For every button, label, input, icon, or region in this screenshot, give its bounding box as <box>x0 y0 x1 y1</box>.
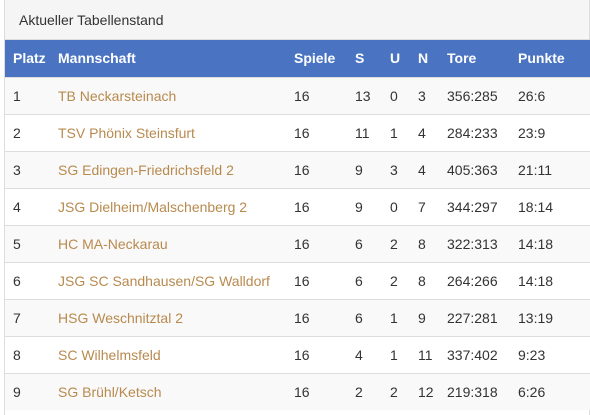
cell-s: 11 <box>355 124 370 141</box>
cell-u: 2 <box>390 272 398 289</box>
header-u: U <box>390 50 401 67</box>
cell-n: 3 <box>418 87 426 104</box>
cell-spiele: 16 <box>294 235 310 252</box>
cell-s: 6 <box>355 272 363 289</box>
cell-u: 0 <box>390 87 398 104</box>
cell-spiele: 16 <box>294 124 310 141</box>
cell-tore: 322:313 <box>447 235 498 252</box>
cell-n: 8 <box>418 235 426 252</box>
cell-s: 2 <box>355 383 363 400</box>
standings-table: Platz Mannschaft Spiele S U N Tore Punkt… <box>5 40 590 410</box>
header-mannschaft: Mannschaft <box>58 50 136 67</box>
table-row: 3 SG Edingen-Friedrichsfeld 2 16 9 3 4 4… <box>5 151 590 188</box>
cell-punkte: 21:11 <box>518 161 552 178</box>
cell-platz: 1 <box>13 87 21 104</box>
table-row: 9 SG Brühl/Ketsch 16 2 2 12 219:318 6:26 <box>5 373 590 410</box>
table-row: 4 JSG Dielheim/Malschenberg 2 16 9 0 7 3… <box>5 188 590 225</box>
cell-punkte: 18:14 <box>518 198 554 215</box>
cell-platz: 8 <box>13 346 21 363</box>
cell-s: 9 <box>355 198 363 215</box>
table-row: 7 HSG Weschnitztal 2 16 6 1 9 227:281 13… <box>5 299 590 336</box>
cell-tore: 219:318 <box>447 383 498 400</box>
header-platz: Platz <box>13 50 46 67</box>
cell-tore: 344:297 <box>447 198 498 215</box>
cell-punkte: 9:23 <box>518 346 546 363</box>
header-s: S <box>355 50 365 67</box>
cell-tore: 405:363 <box>447 161 498 178</box>
table-row: 2 TSV Phönix Steinsfurt 16 11 1 4 284:23… <box>5 114 590 151</box>
header-n: N <box>418 50 429 67</box>
team-link[interactable]: SG Edingen-Friedrichsfeld 2 <box>58 161 234 178</box>
cell-n: 4 <box>418 161 426 178</box>
cell-u: 2 <box>390 383 398 400</box>
cell-n: 12 <box>418 383 434 400</box>
cell-platz: 6 <box>13 272 21 289</box>
cell-punkte: 14:18 <box>518 235 554 252</box>
cell-spiele: 16 <box>294 272 310 289</box>
cell-tore: 356:285 <box>447 87 498 104</box>
cell-n: 7 <box>418 198 426 215</box>
cell-punkte: 13:19 <box>518 309 554 326</box>
cell-platz: 2 <box>13 124 21 141</box>
table-header-row: Platz Mannschaft Spiele S U N Tore Punkt… <box>5 40 590 77</box>
cell-s: 6 <box>355 235 363 252</box>
cell-tore: 264:266 <box>447 272 498 289</box>
cell-spiele: 16 <box>294 87 310 104</box>
table-row: 1 TB Neckarsteinach 16 13 0 3 356:285 26… <box>5 77 590 114</box>
cell-punkte: 26:6 <box>518 87 546 104</box>
cell-s: 9 <box>355 161 363 178</box>
cell-s: 6 <box>355 309 363 326</box>
team-link[interactable]: JSG Dielheim/Malschenberg 2 <box>58 198 248 215</box>
cell-s: 13 <box>355 87 371 104</box>
team-link[interactable]: SG Brühl/Ketsch <box>58 383 162 400</box>
panel-title: Aktueller Tabellenstand <box>5 0 589 40</box>
table-row: 8 SC Wilhelmsfeld 16 4 1 11 337:402 9:23 <box>5 336 590 373</box>
cell-spiele: 16 <box>294 309 310 326</box>
standings-panel: Aktueller Tabellenstand Platz Mannschaft… <box>4 0 590 415</box>
cell-u: 1 <box>390 124 398 141</box>
cell-platz: 7 <box>13 309 21 326</box>
cell-punkte: 6:26 <box>518 383 546 400</box>
team-link[interactable]: HSG Weschnitztal 2 <box>58 309 184 326</box>
cell-u: 2 <box>390 235 398 252</box>
header-spiele: Spiele <box>294 50 336 67</box>
team-link[interactable]: TSV Phönix Steinsfurt <box>58 124 195 141</box>
cell-n: 4 <box>418 124 426 141</box>
cell-tore: 227:281 <box>447 309 498 326</box>
cell-n: 9 <box>418 309 426 326</box>
cell-s: 4 <box>355 346 363 363</box>
table-row: 6 JSG SC Sandhausen/SG Walldorf 16 6 2 8… <box>5 262 590 299</box>
cell-spiele: 16 <box>294 346 310 363</box>
cell-platz: 4 <box>13 198 21 215</box>
team-link[interactable]: JSG SC Sandhausen/SG Walldorf <box>58 272 270 289</box>
cell-platz: 3 <box>13 161 21 178</box>
cell-spiele: 16 <box>294 161 310 178</box>
cell-tore: 337:402 <box>447 346 498 363</box>
cell-platz: 9 <box>13 383 21 400</box>
cell-n: 11 <box>418 346 433 363</box>
cell-n: 8 <box>418 272 426 289</box>
team-link[interactable]: HC MA-Neckarau <box>58 235 168 252</box>
cell-spiele: 16 <box>294 198 310 215</box>
cell-u: 0 <box>390 198 398 215</box>
cell-u: 1 <box>390 346 398 363</box>
header-punkte: Punkte <box>518 50 565 67</box>
cell-platz: 5 <box>13 235 21 252</box>
cell-punkte: 23:9 <box>518 124 546 141</box>
team-link[interactable]: TB Neckarsteinach <box>58 87 177 104</box>
table-row: 5 HC MA-Neckarau 16 6 2 8 322:313 14:18 <box>5 225 590 262</box>
header-tore: Tore <box>447 50 477 67</box>
cell-tore: 284:233 <box>447 124 498 141</box>
cell-punkte: 14:18 <box>518 272 554 289</box>
team-link[interactable]: SC Wilhelmsfeld <box>58 346 161 363</box>
cell-u: 1 <box>390 309 398 326</box>
cell-u: 3 <box>390 161 398 178</box>
cell-spiele: 16 <box>294 383 310 400</box>
